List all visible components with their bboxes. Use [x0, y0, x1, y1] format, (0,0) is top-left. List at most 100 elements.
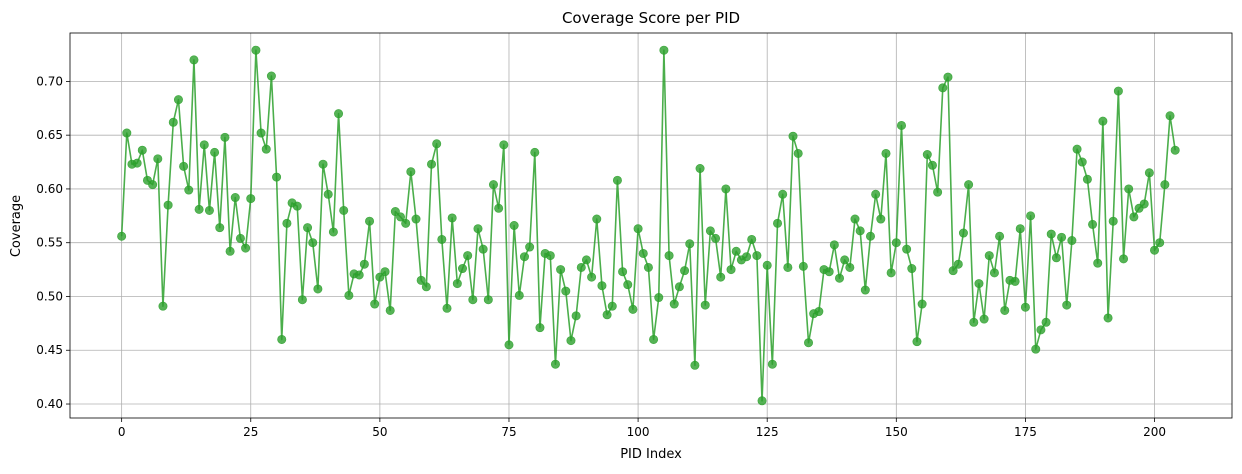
data-point: [767, 359, 777, 369]
data-point: [664, 251, 674, 261]
data-point: [902, 244, 912, 254]
data-point: [896, 120, 906, 130]
data-point: [442, 303, 452, 313]
data-point: [995, 231, 1005, 241]
data-point: [643, 262, 653, 272]
y-tick-label: 0.65: [36, 128, 63, 142]
data-point: [700, 300, 710, 310]
data-point: [690, 360, 700, 370]
data-point: [886, 268, 896, 278]
data-point: [1062, 300, 1072, 310]
data-point: [824, 267, 834, 277]
data-point: [432, 139, 442, 149]
data-point: [943, 72, 953, 82]
data-point: [535, 323, 545, 333]
y-tick-label: 0.50: [36, 289, 63, 303]
data-point: [246, 194, 256, 204]
data-point: [499, 140, 509, 150]
data-point: [783, 262, 793, 272]
x-axis-label: PID Index: [620, 447, 682, 462]
data-point: [1082, 174, 1092, 184]
data-point: [685, 239, 695, 249]
data-point: [628, 304, 638, 314]
data-point: [148, 180, 158, 190]
data-point: [189, 55, 199, 65]
data-point: [117, 231, 127, 241]
y-axis: 0.40 0.45 0.50 0.55 0.60 0.65 0.70: [36, 74, 70, 411]
data-point: [447, 213, 457, 223]
data-point: [855, 226, 865, 236]
data-point: [948, 266, 958, 276]
data-point: [545, 251, 555, 261]
data-point: [695, 164, 705, 174]
data-point: [519, 252, 529, 262]
data-point: [680, 266, 690, 276]
data-point: [401, 218, 411, 228]
data-point: [881, 148, 891, 158]
data-point: [463, 251, 473, 261]
data-point: [199, 140, 209, 150]
data-point: [1010, 276, 1020, 286]
data-point: [1165, 111, 1175, 121]
data-point: [1108, 216, 1118, 226]
data-point: [1170, 145, 1180, 155]
data-point: [173, 95, 183, 105]
data-point: [1144, 168, 1154, 178]
data-point: [742, 252, 752, 262]
data-point: [927, 160, 937, 170]
data-point: [457, 264, 467, 274]
data-point: [215, 223, 225, 233]
data-point: [266, 71, 276, 81]
data-point: [313, 284, 323, 294]
data-point: [762, 260, 772, 270]
data-point: [427, 159, 437, 169]
data-point: [1103, 313, 1113, 323]
data-point: [814, 307, 824, 317]
data-point: [1119, 254, 1129, 264]
data-point: [308, 238, 318, 248]
data-point: [979, 314, 989, 324]
data-point: [1041, 317, 1051, 327]
data-point: [969, 317, 979, 327]
data-point: [989, 268, 999, 278]
x-tick-label: 50: [372, 425, 387, 439]
data-point: [416, 275, 426, 285]
y-tick-label: 0.45: [36, 343, 63, 357]
data-point: [798, 261, 808, 271]
data-point: [592, 214, 602, 224]
data-point: [871, 189, 881, 199]
data-point: [339, 205, 349, 215]
data-point: [509, 221, 519, 231]
data-point: [411, 214, 421, 224]
data-point: [711, 233, 721, 243]
data-point: [550, 359, 560, 369]
data-point: [158, 301, 168, 311]
data-point: [757, 396, 767, 406]
data-point: [1031, 344, 1041, 354]
data-point: [478, 244, 488, 254]
data-point: [1046, 229, 1056, 239]
data-point: [576, 262, 586, 272]
data-point: [1020, 302, 1030, 312]
data-point: [277, 334, 287, 344]
x-tick-label: 100: [627, 425, 650, 439]
data-point: [406, 167, 416, 177]
series-layer: [117, 45, 1180, 406]
data-point: [850, 214, 860, 224]
data-point: [773, 218, 783, 228]
data-point: [1098, 116, 1108, 126]
data-point: [251, 45, 261, 55]
data-point: [318, 159, 328, 169]
data-point: [623, 280, 633, 290]
data-point: [473, 224, 483, 234]
data-point: [241, 243, 251, 253]
data-point: [1124, 184, 1134, 194]
data-point: [261, 144, 271, 154]
data-point: [272, 172, 282, 182]
y-tick-label: 0.70: [36, 74, 63, 88]
data-point: [328, 227, 338, 237]
data-point: [303, 223, 313, 233]
data-point: [380, 267, 390, 277]
data-point: [804, 338, 814, 348]
